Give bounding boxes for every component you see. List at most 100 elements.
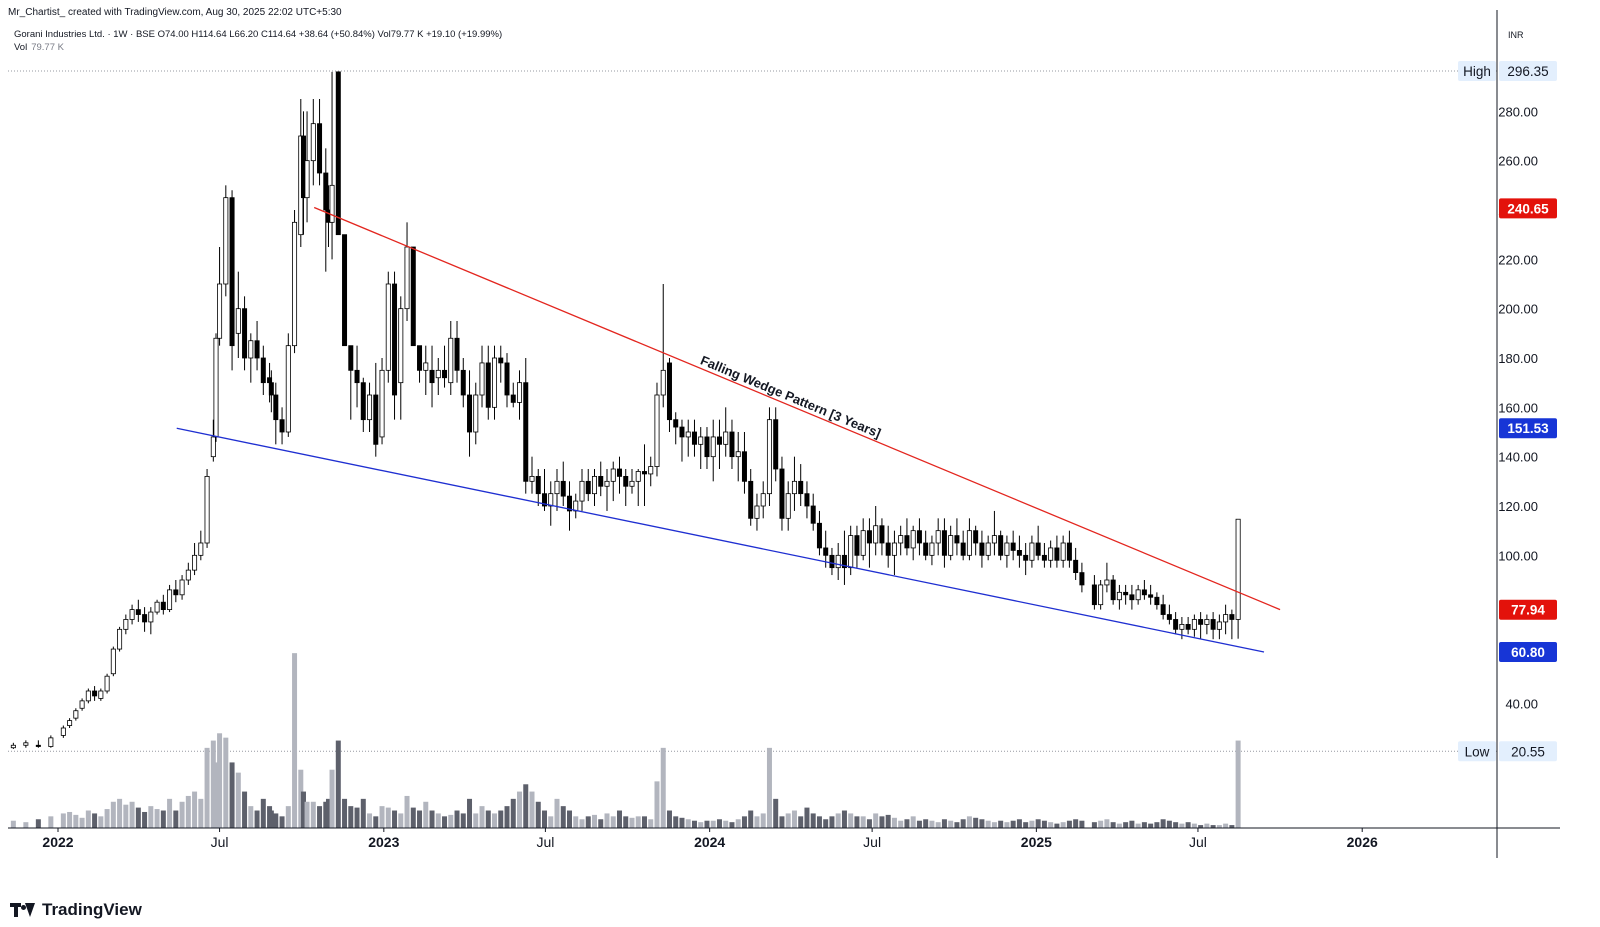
- volume-bar: [210, 740, 216, 828]
- candle-body: [498, 357, 504, 364]
- candle-body: [492, 357, 498, 408]
- volume-legend[interactable]: Vol 79.77 K: [14, 42, 64, 53]
- candle-body: [679, 426, 685, 438]
- candle-body: [1141, 589, 1147, 596]
- upper-end-price-tag-bg: [1499, 599, 1557, 620]
- high-price-tag-caption: High: [1463, 64, 1491, 79]
- volume-bar: [323, 801, 329, 828]
- volume-bar: [1185, 822, 1191, 828]
- volume-bar: [123, 804, 129, 828]
- candle-body: [360, 382, 366, 421]
- volume-bar: [648, 819, 654, 828]
- x-tick-label: 2024: [694, 834, 725, 850]
- volume-bar: [841, 810, 847, 828]
- volume-bar: [666, 810, 672, 828]
- candle-body: [10, 744, 16, 749]
- symbol-legend[interactable]: Gorani Industries Ltd. · 1W · BSE O74.00…: [14, 29, 503, 40]
- candle-body: [1116, 591, 1122, 601]
- volume-bar: [823, 819, 829, 828]
- candle-body: [666, 362, 672, 421]
- candle-body: [798, 480, 804, 495]
- candle-body: [379, 369, 385, 438]
- volume-bar: [748, 810, 754, 828]
- lower-start-price-tag[interactable]: 151.53: [1499, 418, 1557, 439]
- volume-bar: [548, 816, 554, 828]
- volume-bar: [766, 747, 772, 828]
- volume-bar: [1135, 823, 1141, 828]
- candle-body: [1129, 594, 1135, 601]
- candle-body: [898, 535, 904, 544]
- candle-body: [654, 394, 660, 467]
- candle-body: [973, 530, 979, 544]
- candle-body: [1179, 624, 1185, 630]
- candle-body: [292, 221, 298, 347]
- volume-bar: [110, 801, 116, 828]
- candle-body: [1210, 619, 1216, 630]
- volume-bar: [979, 819, 985, 828]
- candle-body: [948, 535, 954, 556]
- volume-bar: [229, 762, 235, 828]
- candle-body: [1029, 542, 1035, 561]
- candle-body: [317, 123, 323, 174]
- volume-label: Vol: [14, 42, 28, 53]
- volume-bar: [273, 813, 279, 828]
- candle-body: [104, 675, 110, 692]
- volume-bar: [1073, 819, 1079, 828]
- candle-body: [866, 530, 872, 544]
- volume-bar: [242, 791, 248, 828]
- volume-bar: [660, 747, 666, 828]
- volume-bar: [473, 813, 479, 828]
- candle-body: [67, 720, 73, 726]
- volume-bar: [1198, 825, 1204, 828]
- candle-body: [529, 475, 535, 482]
- candle-body: [710, 436, 716, 458]
- x-tick-label: Jul: [211, 834, 229, 850]
- volume-bar: [610, 816, 616, 828]
- volume-bar: [204, 747, 210, 828]
- volume-bar: [698, 822, 704, 828]
- candle-body: [741, 451, 747, 482]
- volume-bar: [573, 816, 579, 828]
- volume-bar: [404, 795, 410, 828]
- candle-body: [510, 394, 516, 403]
- lower-end-price-tag[interactable]: 60.80: [1499, 642, 1557, 663]
- volume-bar: [966, 816, 972, 828]
- volume-bar: [304, 801, 310, 828]
- candle-body: [873, 525, 879, 544]
- volume-bar: [729, 822, 735, 828]
- tradingview-logo-icon: [10, 903, 36, 917]
- candle-body: [560, 480, 566, 497]
- upper-end-price-tag[interactable]: 77.94: [1499, 599, 1557, 620]
- candle-body: [223, 197, 229, 285]
- volume-bar: [1166, 820, 1172, 828]
- volume-bar: [285, 806, 291, 828]
- candle-body: [979, 542, 985, 556]
- volume-bar: [1079, 820, 1085, 828]
- volume-bar: [325, 798, 331, 828]
- high-price-tag-value: 296.35: [1507, 64, 1548, 79]
- candle-body: [879, 525, 885, 544]
- low-price-tag[interactable]: 20.55 Low: [1458, 741, 1557, 762]
- volume-bar: [254, 810, 260, 828]
- high-price-tag[interactable]: 296.35 High: [1458, 61, 1557, 82]
- volume-bar: [410, 807, 416, 828]
- volume-bar: [98, 816, 104, 828]
- volume-bar: [798, 816, 804, 828]
- tradingview-logo[interactable]: TradingView: [10, 900, 142, 920]
- volume-bar: [179, 801, 185, 828]
- volume-bar: [916, 820, 922, 828]
- volume-bar: [629, 817, 635, 828]
- volume-bar: [104, 809, 110, 828]
- low-price-tag-caption: Low: [1465, 744, 1490, 759]
- upper-start-price-tag[interactable]: 240.65: [1499, 198, 1557, 219]
- candle-body: [79, 700, 85, 709]
- upper-end-price-tag-value: 77.94: [1511, 603, 1545, 618]
- candle-body: [635, 471, 641, 482]
- candle-body: [998, 535, 1004, 556]
- volume-bar: [35, 819, 41, 828]
- y-tick-label: 260.00: [1498, 154, 1538, 169]
- low-price-tag-value: 20.55: [1511, 744, 1545, 759]
- candle-body: [760, 493, 766, 507]
- volume-bar: [392, 810, 398, 828]
